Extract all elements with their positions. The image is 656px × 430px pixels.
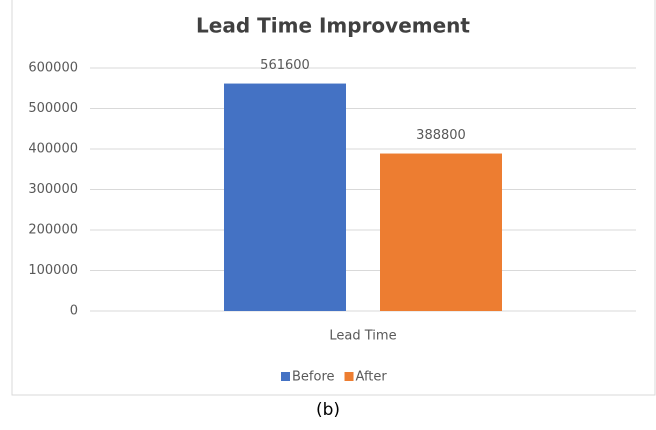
y-tick-label: 100000 [28, 263, 78, 278]
y-tick-label: 200000 [28, 223, 78, 238]
y-tick-label: 600000 [28, 61, 78, 76]
y-tick-label: 500000 [28, 101, 78, 116]
bar [224, 83, 346, 311]
chart-title: Lead Time Improvement [196, 14, 470, 38]
y-tick-label: 300000 [28, 182, 78, 197]
bar [380, 153, 502, 311]
legend-label: After [356, 370, 388, 385]
data-label: 388800 [416, 128, 466, 143]
legend-swatch [281, 372, 290, 381]
y-tick-label: 400000 [28, 142, 78, 157]
data-label: 561600 [260, 58, 310, 73]
chart-frame [11, 0, 656, 396]
caption: (b) [316, 400, 340, 420]
legend-swatch [344, 372, 354, 381]
y-tick-label: 0 [70, 304, 78, 319]
legend-label: Before [292, 370, 335, 385]
x-tick-label: Lead Time [329, 329, 396, 344]
